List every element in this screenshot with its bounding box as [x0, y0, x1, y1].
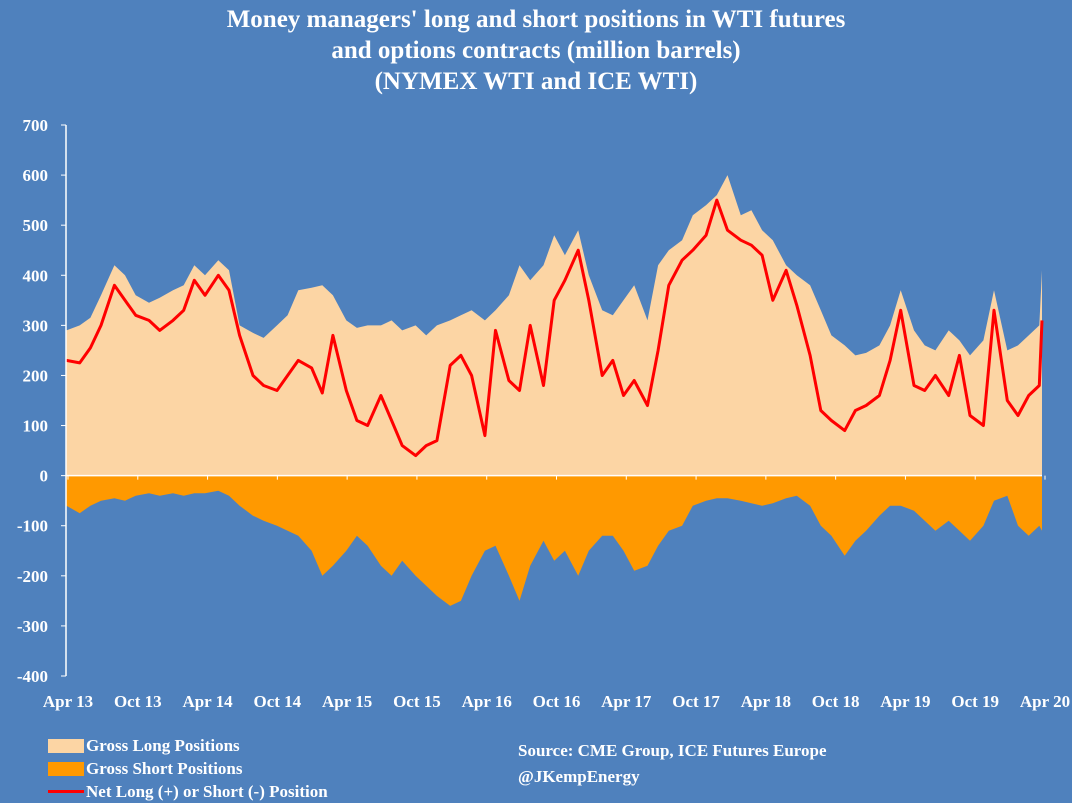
chart-title: Money managers' long and short positions… [0, 4, 1072, 97]
chart-title-line-1: Money managers' long and short positions… [226, 6, 846, 33]
x-tick-label: Oct 15 [393, 692, 441, 711]
legend-swatch-net [48, 790, 84, 793]
x-tick-label: Oct 16 [533, 692, 581, 711]
series-net-position-line [66, 198, 1044, 458]
author-handle: @JKempEnergy [518, 767, 640, 786]
x-tick-label: Apr 13 [43, 692, 93, 711]
chart-title-line-2: and options contracts (million barrels) [331, 37, 741, 64]
y-tick-label: 600 [23, 166, 49, 185]
x-tick-label: Apr 14 [182, 692, 233, 711]
y-tick-label: 0 [40, 467, 49, 486]
short-area-layer [66, 475, 1042, 606]
y-tick-label: 100 [23, 417, 49, 436]
legend-label-net: Net Long (+) or Short (-) Position [86, 782, 328, 801]
y-tick-label: 300 [23, 316, 49, 335]
y-tick-label: 500 [23, 216, 49, 235]
legend-swatch-short [48, 761, 84, 776]
y-tick-label: 200 [23, 366, 49, 385]
x-tick-label: Oct 17 [672, 692, 720, 711]
x-tick-label: Apr 16 [462, 692, 512, 711]
axes-layer: 700 600 500 400 300 200 100 0 -100 -200 -300 -400 Ap… [17, 116, 1070, 711]
x-tick-label: Oct 18 [812, 692, 860, 711]
x-tick-label: Apr 20 [1020, 692, 1070, 711]
y-tick-label: -300 [17, 617, 48, 636]
legend-swatch-long [48, 738, 84, 753]
x-tick-label: Oct 14 [254, 692, 302, 711]
legend-item-short: Gross Short Positions [48, 757, 328, 780]
y-tick-label: 700 [23, 116, 49, 135]
net-line-layer [66, 198, 1044, 458]
y-tick-label: -400 [17, 667, 48, 686]
x-tick-label: Apr 18 [741, 692, 791, 711]
legend: Gross Long Positions Gross Short Positio… [48, 734, 328, 803]
series-gross-long-area [66, 175, 1042, 476]
source-line: Source: CME Group, ICE Futures Europe [518, 741, 827, 760]
series-gross-short-area [66, 475, 1042, 606]
y-tick-label: 400 [23, 266, 49, 285]
x-tick-label: Oct 13 [114, 692, 162, 711]
y-tick-label: -100 [17, 517, 48, 536]
legend-item-net: Net Long (+) or Short (-) Position [48, 780, 328, 803]
legend-label-short: Gross Short Positions [86, 759, 243, 778]
legend-item-long: Gross Long Positions [48, 734, 328, 757]
source-note: Source: CME Group, ICE Futures Europe @J… [518, 738, 827, 790]
long-area-layer [66, 175, 1042, 476]
x-tick-label: Oct 19 [951, 692, 999, 711]
y-tick-label: -200 [17, 567, 48, 586]
chart-title-line-3: (NYMEX WTI and ICE WTI) [374, 68, 698, 95]
x-tick-label: Apr 17 [601, 692, 652, 711]
legend-label-long: Gross Long Positions [86, 736, 240, 755]
x-tick-label: Apr 15 [322, 692, 372, 711]
x-tick-label: Apr 19 [880, 692, 930, 711]
